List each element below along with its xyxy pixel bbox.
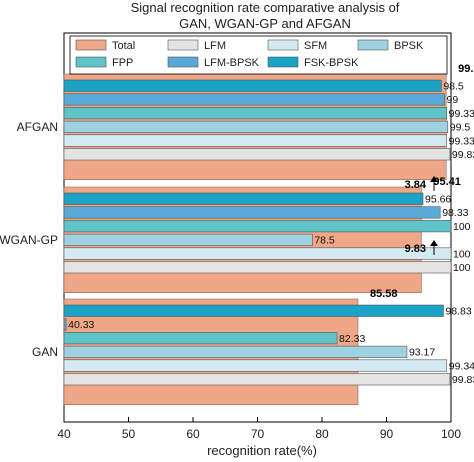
category-label: AFGAN — [17, 120, 58, 134]
x-tick-label: 80 — [315, 427, 329, 441]
bar-value-label: 100 — [453, 221, 471, 233]
x-axis-label: recognition rate(%) — [207, 443, 317, 458]
chart-title-line-2: GAN, WGAN-GP and AFGAN — [179, 16, 351, 31]
bar-bpsk — [63, 120, 449, 133]
x-tick-label: 90 — [380, 427, 394, 441]
legend-label: LFM-BPSK — [204, 57, 260, 69]
x-axis: 40 50 60 70 80 90 100 — [57, 417, 461, 441]
total-value-label: 85.58 — [370, 288, 398, 300]
bars-layer: 98.59999.3399.599.3399.8399.2595.6698.33… — [63, 63, 474, 405]
legend-label: Total — [112, 40, 135, 52]
bar-value-label: 99.34 — [449, 360, 474, 372]
bar-fpp — [63, 107, 447, 120]
legend-label: FSK-BPSK — [304, 57, 359, 69]
bar-value-label: 99.83 — [452, 374, 474, 386]
bar-value-label: 93.17 — [409, 347, 435, 359]
bar-value-label: 95.66 — [425, 194, 451, 206]
bar-sfm — [63, 247, 452, 260]
legend-swatch — [75, 39, 107, 51]
bar-fpp — [63, 332, 338, 345]
improvement-label: 9.83 — [405, 243, 426, 255]
bar-lfm-bpsk — [63, 93, 445, 106]
bar-bpsk — [63, 345, 408, 358]
improvement-arrowhead — [430, 240, 438, 246]
bar-fpp — [63, 220, 452, 233]
bar-fsk-bpsk — [63, 79, 442, 92]
chart-title: Signal recognition rate comparative anal… — [131, 0, 400, 31]
bar-fsk-bpsk — [63, 304, 444, 317]
x-tick-label: 100 — [441, 427, 461, 441]
bar-value-label: 99 — [447, 94, 459, 106]
legend-swatch — [75, 56, 107, 68]
legend-label: LFM — [204, 40, 226, 52]
bar-value-label: 99.83 — [452, 149, 474, 161]
bar-lfm — [63, 373, 451, 386]
improvement-annotations: 3.84 9.83 — [405, 176, 438, 255]
legend-swatch — [167, 56, 199, 68]
bar-value-label: 100 — [453, 262, 471, 274]
bar-value-label: 98.33 — [442, 207, 468, 219]
bar-value-label: 78.5 — [314, 235, 335, 247]
legend-label: BPSK — [394, 40, 424, 52]
x-tick-label: 40 — [57, 427, 71, 441]
bar-value-label: 82.33 — [339, 333, 365, 345]
improvement-arrowhead — [430, 176, 438, 182]
y-axis-categories: AFGAN WGAN-GP GAN — [0, 120, 58, 359]
bar-value-label: 99.5 — [450, 122, 471, 134]
category-label: GAN — [32, 345, 58, 359]
category-label: WGAN-GP — [0, 233, 58, 247]
bar-value-label: 99.33 — [449, 108, 474, 120]
bar-value-label: 99.33 — [449, 135, 474, 147]
total-value-label: 95.41 — [433, 176, 461, 188]
bar-fsk-bpsk — [63, 192, 424, 205]
bar-sfm — [63, 359, 448, 372]
improvement-label: 3.84 — [405, 179, 427, 191]
bar-lfm-bpsk — [63, 206, 441, 219]
legend-swatch — [267, 56, 299, 68]
bar-value-label: 98.83 — [445, 306, 471, 318]
bar-value-label: 40.33 — [68, 319, 94, 331]
legend-label: FPP — [112, 57, 133, 69]
bar-lfm — [63, 148, 451, 161]
legend-swatch — [357, 39, 389, 51]
bar-bpsk — [63, 233, 313, 246]
legend: Total LFM SFM BPSK FPP LFM-BPSK FSK-BPSK — [69, 35, 448, 75]
chart-title-line-1: Signal recognition rate comparative anal… — [131, 0, 400, 15]
bar-lfm-bpsk — [63, 318, 67, 331]
x-tick-label: 50 — [122, 427, 136, 441]
total-value-label: 99.25 — [458, 63, 474, 75]
bar-value-label: 100 — [453, 248, 471, 260]
x-tick-label: 70 — [251, 427, 265, 441]
legend-swatch — [167, 39, 199, 51]
x-tick-label: 60 — [186, 427, 200, 441]
legend-swatch — [267, 39, 299, 51]
bar-sfm — [63, 134, 447, 147]
legend-label: SFM — [304, 40, 327, 52]
bar-value-label: 98.5 — [443, 81, 464, 93]
bar-lfm — [63, 261, 452, 274]
